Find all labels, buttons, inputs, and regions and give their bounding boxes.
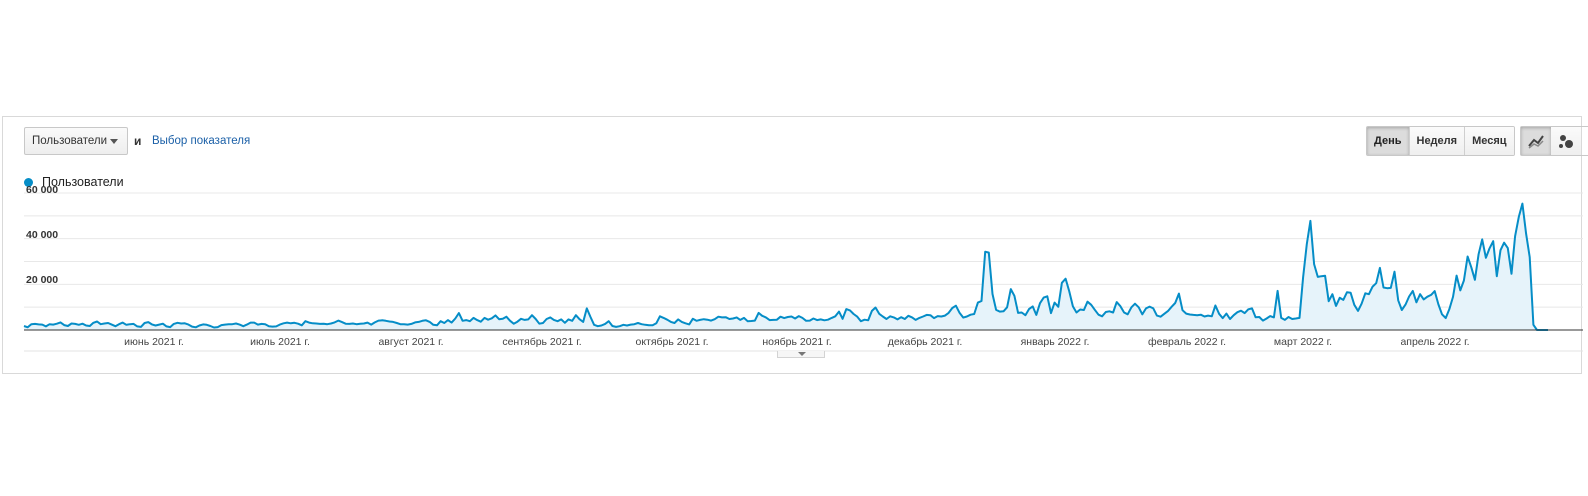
chart-panel: Пользователи и Выбор показателя День Нед… bbox=[2, 116, 1588, 374]
y-tick-label: 60 000 bbox=[26, 184, 58, 196]
series-legend-dot bbox=[24, 177, 33, 187]
month-button[interactable]: Месяц bbox=[1464, 127, 1514, 155]
x-tick-label: июль 2021 г. bbox=[250, 336, 310, 348]
x-tick-label: сентябрь 2021 г. bbox=[502, 336, 581, 348]
legend-label: Пользователи bbox=[42, 175, 124, 189]
caret-down-icon bbox=[798, 352, 806, 356]
x-tick-label: август 2021 г. bbox=[378, 336, 443, 348]
metric-select-label: Пользователи bbox=[32, 135, 108, 147]
line-chart-icon bbox=[1528, 135, 1544, 149]
line-chart-button[interactable] bbox=[1521, 127, 1551, 155]
x-tick-label: апрель 2022 г. bbox=[1400, 336, 1469, 348]
range-button-group: День Неделя Месяц bbox=[1366, 126, 1515, 156]
x-tick-label: октябрь 2021 г. bbox=[635, 336, 708, 348]
x-tick-label: июнь 2021 г. bbox=[124, 336, 184, 348]
resize-handle[interactable] bbox=[777, 351, 825, 358]
chart-type-group bbox=[1520, 126, 1588, 156]
day-button[interactable]: День bbox=[1367, 127, 1409, 155]
choose-metric-link[interactable]: Выбор показателя bbox=[152, 135, 251, 147]
x-tick-label: январь 2022 г. bbox=[1021, 336, 1090, 348]
y-tick-label: 20 000 bbox=[26, 274, 58, 286]
series-line bbox=[23, 202, 1548, 331]
line-chart: 20 000 40 000 60 000 июнь 2021 г. июль 2021 … bbox=[23, 184, 1583, 352]
and-label: и bbox=[134, 134, 142, 148]
metric-select[interactable]: Пользователи bbox=[24, 127, 128, 155]
motion-chart-button[interactable] bbox=[1551, 127, 1581, 155]
x-tick-label: февраль 2022 г. bbox=[1148, 336, 1226, 348]
chart-legend: Пользователи bbox=[24, 175, 124, 189]
x-tick-label: март 2022 г. bbox=[1274, 336, 1332, 348]
y-tick-label: 40 000 bbox=[26, 229, 58, 241]
x-tick-label: ноябрь 2021 г. bbox=[762, 336, 831, 348]
series-area bbox=[24, 203, 1548, 330]
bubble-chart-icon bbox=[1559, 135, 1573, 148]
week-button[interactable]: Неделя bbox=[1408, 127, 1465, 155]
x-tick-label: декабрь 2021 г. bbox=[888, 336, 963, 348]
chevron-down-icon bbox=[110, 139, 118, 144]
